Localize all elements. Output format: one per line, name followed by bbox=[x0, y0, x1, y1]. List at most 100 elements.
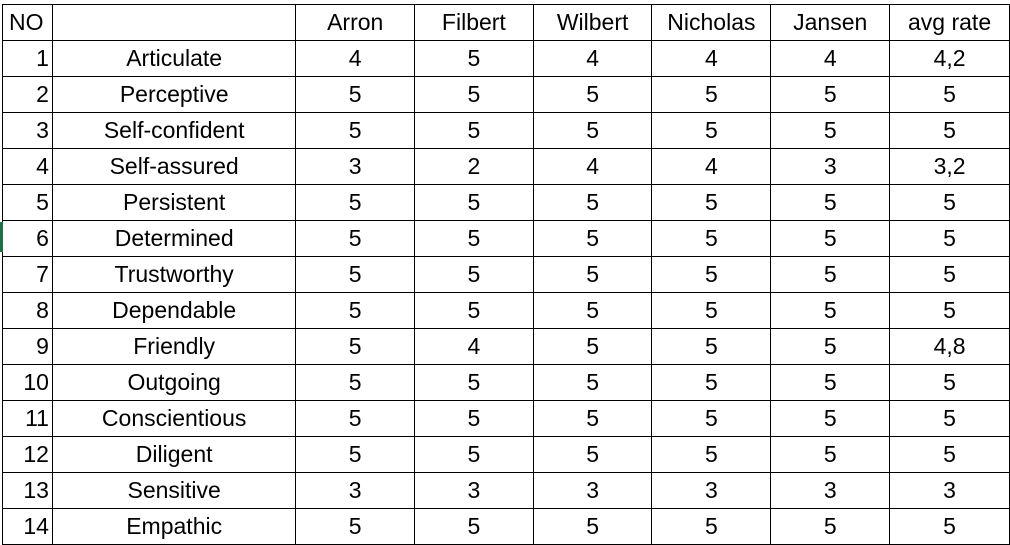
cell-filbert[interactable]: 5 bbox=[414, 400, 534, 437]
cell-wilbert[interactable]: 4 bbox=[532, 40, 653, 77]
cell-avg-rate[interactable]: 5 bbox=[889, 292, 1010, 329]
cell-trait[interactable]: Outgoing bbox=[51, 364, 297, 401]
cell-arron[interactable]: 5 bbox=[295, 364, 416, 401]
cell-arron[interactable]: 5 bbox=[295, 292, 416, 329]
cell-filbert[interactable]: 5 bbox=[414, 112, 534, 149]
cell-nicholas[interactable]: 5 bbox=[651, 436, 772, 473]
cell-filbert[interactable]: 5 bbox=[414, 436, 534, 473]
cell-jansen[interactable]: 5 bbox=[770, 508, 891, 545]
cell-no[interactable]: 5 bbox=[2, 184, 53, 221]
cell-filbert[interactable]: 2 bbox=[414, 148, 534, 185]
cell-trait[interactable]: Articulate bbox=[51, 40, 297, 77]
cell-wilbert[interactable]: 4 bbox=[532, 148, 653, 185]
header-cell-arron[interactable]: Arron bbox=[295, 4, 416, 41]
cell-no[interactable]: 7 bbox=[2, 256, 53, 293]
cell-wilbert[interactable]: 5 bbox=[532, 76, 653, 113]
cell-no[interactable]: 4 bbox=[2, 148, 53, 185]
cell-filbert[interactable]: 5 bbox=[414, 184, 534, 221]
header-cell-no[interactable]: NO bbox=[2, 4, 53, 41]
cell-no[interactable]: 2 bbox=[2, 76, 53, 113]
cell-nicholas[interactable]: 5 bbox=[651, 220, 772, 257]
cell-no[interactable]: 13 bbox=[2, 472, 53, 509]
cell-jansen[interactable]: 5 bbox=[770, 364, 891, 401]
cell-jansen[interactable]: 5 bbox=[770, 436, 891, 473]
cell-filbert[interactable]: 5 bbox=[414, 256, 534, 293]
cell-arron[interactable]: 5 bbox=[295, 76, 416, 113]
cell-arron[interactable]: 4 bbox=[295, 40, 416, 77]
cell-avg-rate[interactable]: 4,8 bbox=[889, 328, 1010, 365]
cell-nicholas[interactable]: 5 bbox=[651, 328, 772, 365]
cell-jansen[interactable]: 5 bbox=[770, 220, 891, 257]
cell-jansen[interactable]: 3 bbox=[770, 472, 891, 509]
cell-wilbert[interactable]: 5 bbox=[532, 436, 653, 473]
cell-arron[interactable]: 5 bbox=[295, 184, 416, 221]
cell-nicholas[interactable]: 5 bbox=[651, 508, 772, 545]
cell-jansen[interactable]: 5 bbox=[770, 112, 891, 149]
cell-arron[interactable]: 5 bbox=[295, 436, 416, 473]
cell-trait[interactable]: Empathic bbox=[51, 508, 297, 545]
cell-avg-rate[interactable]: 5 bbox=[889, 436, 1010, 473]
header-cell-trait[interactable] bbox=[51, 4, 297, 41]
cell-jansen[interactable]: 5 bbox=[770, 256, 891, 293]
cell-trait[interactable]: Perceptive bbox=[51, 76, 297, 113]
cell-arron[interactable]: 5 bbox=[295, 508, 416, 545]
cell-avg-rate[interactable]: 3 bbox=[889, 472, 1010, 509]
cell-nicholas[interactable]: 4 bbox=[651, 148, 772, 185]
cell-avg-rate[interactable]: 5 bbox=[889, 112, 1010, 149]
cell-nicholas[interactable]: 5 bbox=[651, 184, 772, 221]
cell-nicholas[interactable]: 3 bbox=[651, 472, 772, 509]
cell-filbert[interactable]: 5 bbox=[414, 220, 534, 257]
cell-nicholas[interactable]: 5 bbox=[651, 76, 772, 113]
cell-arron[interactable]: 5 bbox=[295, 328, 416, 365]
cell-wilbert[interactable]: 5 bbox=[532, 292, 653, 329]
cell-wilbert[interactable]: 3 bbox=[532, 472, 653, 509]
header-cell-avg-rate[interactable]: avg rate bbox=[889, 4, 1010, 41]
cell-trait[interactable]: Trustworthy bbox=[51, 256, 297, 293]
cell-filbert[interactable]: 5 bbox=[414, 292, 534, 329]
header-cell-nicholas[interactable]: Nicholas bbox=[651, 4, 772, 41]
cell-filbert[interactable]: 5 bbox=[414, 364, 534, 401]
cell-avg-rate[interactable]: 5 bbox=[889, 256, 1010, 293]
cell-no[interactable]: 9 bbox=[2, 328, 53, 365]
cell-avg-rate[interactable]: 5 bbox=[889, 220, 1010, 257]
cell-trait[interactable]: Conscientious bbox=[51, 400, 297, 437]
cell-nicholas[interactable]: 5 bbox=[651, 292, 772, 329]
cell-wilbert[interactable]: 5 bbox=[532, 508, 653, 545]
cell-trait[interactable]: Diligent bbox=[51, 436, 297, 473]
cell-wilbert[interactable]: 5 bbox=[532, 328, 653, 365]
cell-jansen[interactable]: 5 bbox=[770, 184, 891, 221]
cell-avg-rate[interactable]: 5 bbox=[889, 184, 1010, 221]
cell-wilbert[interactable]: 5 bbox=[532, 256, 653, 293]
cell-trait[interactable]: Sensitive bbox=[51, 472, 297, 509]
cell-arron[interactable]: 5 bbox=[295, 112, 416, 149]
cell-jansen[interactable]: 5 bbox=[770, 292, 891, 329]
cell-trait[interactable]: Persistent bbox=[51, 184, 297, 221]
cell-no[interactable]: 8 bbox=[2, 292, 53, 329]
cell-avg-rate[interactable]: 5 bbox=[889, 364, 1010, 401]
cell-avg-rate[interactable]: 5 bbox=[889, 76, 1010, 113]
cell-jansen[interactable]: 5 bbox=[770, 328, 891, 365]
cell-trait[interactable]: Self-confident bbox=[51, 112, 297, 149]
cell-no[interactable]: 10 bbox=[2, 364, 53, 401]
cell-wilbert[interactable]: 5 bbox=[532, 400, 653, 437]
cell-no[interactable]: 1 bbox=[2, 40, 53, 77]
header-cell-filbert[interactable]: Filbert bbox=[414, 4, 534, 41]
cell-arron[interactable]: 5 bbox=[295, 220, 416, 257]
cell-no[interactable]: 11 bbox=[2, 400, 53, 437]
cell-arron[interactable]: 5 bbox=[295, 256, 416, 293]
cell-jansen[interactable]: 5 bbox=[770, 76, 891, 113]
cell-filbert[interactable]: 5 bbox=[414, 40, 534, 77]
cell-trait[interactable]: Determined bbox=[51, 220, 297, 257]
cell-no[interactable]: 12 bbox=[2, 436, 53, 473]
cell-arron[interactable]: 3 bbox=[295, 472, 416, 509]
cell-arron[interactable]: 3 bbox=[295, 148, 416, 185]
cell-avg-rate[interactable]: 5 bbox=[889, 508, 1010, 545]
cell-avg-rate[interactable]: 5 bbox=[889, 400, 1010, 437]
cell-jansen[interactable]: 3 bbox=[770, 148, 891, 185]
cell-no[interactable]: 6 bbox=[2, 220, 53, 257]
cell-avg-rate[interactable]: 4,2 bbox=[889, 40, 1010, 77]
cell-avg-rate[interactable]: 3,2 bbox=[889, 148, 1010, 185]
cell-filbert[interactable]: 5 bbox=[414, 76, 534, 113]
header-cell-jansen[interactable]: Jansen bbox=[770, 4, 891, 41]
cell-filbert[interactable]: 5 bbox=[414, 508, 534, 545]
